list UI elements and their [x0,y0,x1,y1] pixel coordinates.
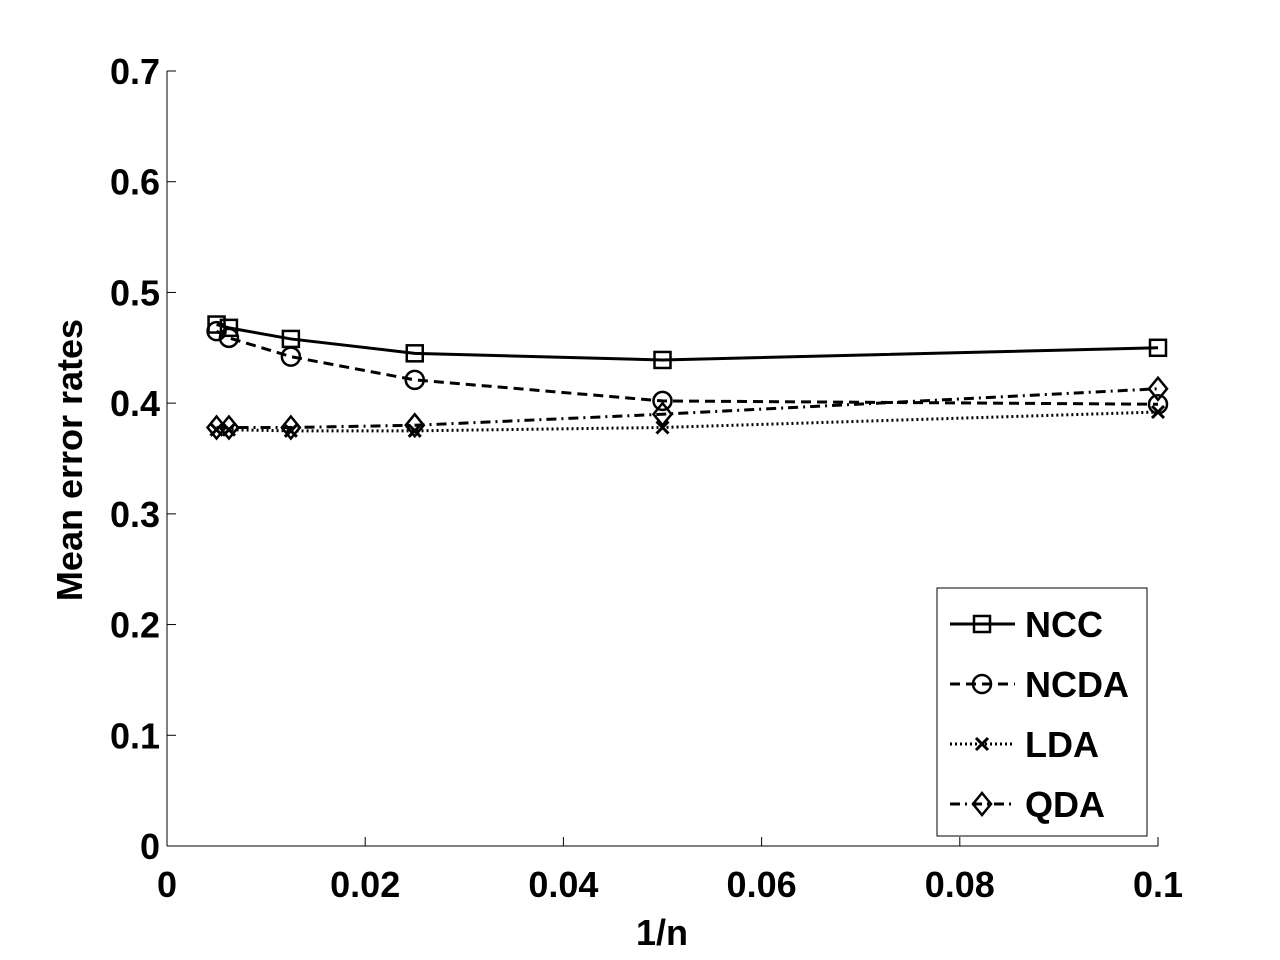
data-point-ncc [405,344,424,363]
data-point-lda [1150,404,1166,420]
legend-label-qda: QDA [1025,784,1105,825]
data-point-lda [407,423,422,438]
y-tick-label: 0.7 [110,51,160,92]
x-tick-label: 0.08 [925,864,995,905]
data-point-ncc [1148,338,1168,358]
legend-marker-ncda [971,673,993,695]
series-lda [209,404,1166,438]
axes: 0 0.02 0.04 0.06 0.08 0.1 0 0.1 0.2 0.3 0.4 0.5 0.6 0… [110,51,1183,905]
data-point-lda [655,420,670,435]
data-point-ncda [206,320,227,342]
x-tick-label: 0.1 [1133,864,1183,905]
y-tick-label: 0.6 [110,162,160,203]
legend-label-lda: LDA [1025,724,1099,765]
legend-marker-ncc [972,614,992,634]
data-point-qda [651,401,674,428]
series-line-ncc [216,323,1159,362]
series-qda [205,375,1169,441]
x-tick-label: 0.06 [727,864,797,905]
y-axis-label: Mean error rates [49,319,90,601]
series-ncc [207,315,1168,370]
data-point-ncda [652,390,673,412]
series-line-lda [216,410,1159,433]
x-axis-label: 1/n [636,912,688,953]
data-point-ncc [653,350,672,370]
legend: NCC NCDA LDA QDA [936,587,1148,837]
data-point-qda [218,414,240,441]
legend-box [936,587,1148,837]
y-tick-label: 0.4 [110,383,160,424]
data-point-ncda [218,327,240,349]
data-point-ncc [219,318,239,338]
data-point-ncda [280,346,302,367]
y-tick-label: 0.1 [110,715,160,756]
data-point-ncda [404,369,425,391]
data-point-qda [1147,375,1169,402]
legend-marker-qda [971,791,993,817]
legend-marker-lda [974,736,990,752]
x-tick-label: 0 [157,864,177,905]
y-tick-label: 0.2 [110,605,160,646]
x-tick-label: 0.02 [330,864,400,905]
data-point-qda [280,414,302,441]
legend-label-ncda: NCDA [1025,664,1129,705]
series-line-qda [216,387,1159,429]
series-ncda [206,320,1169,415]
series-line-ncda [215,329,1159,406]
plot-series [205,315,1169,441]
y-tick-label: 0.5 [110,272,160,313]
y-tick-label: 0.3 [110,494,160,535]
x-tick-label: 0.04 [528,864,598,905]
legend-label-ncc: NCC [1025,604,1103,645]
y-tick-label: 0 [140,826,160,867]
data-point-qda [404,412,426,439]
